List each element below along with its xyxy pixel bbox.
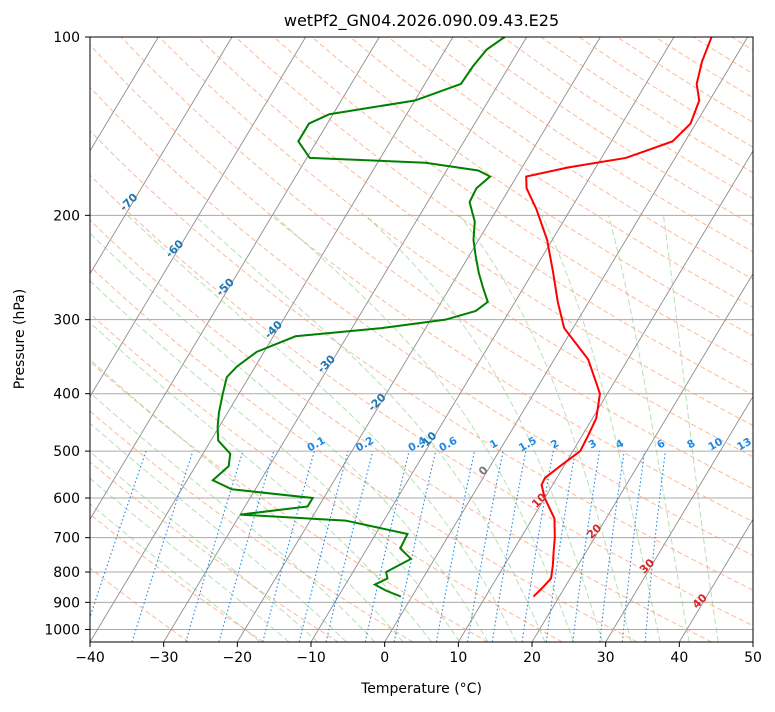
mixing-ratio-line <box>644 451 666 642</box>
y-tick-label: 1000 <box>44 622 80 638</box>
mixing-ratio-line <box>218 450 275 642</box>
mixing-ratio-line <box>599 451 625 642</box>
mixing-ratio-line <box>298 450 349 642</box>
x-tick-label: −20 <box>223 650 253 666</box>
isotherm-line <box>384 37 749 642</box>
mixing-ratio-line <box>325 450 374 642</box>
dry-adiabat-line <box>90 513 264 642</box>
y-tick-label: 700 <box>53 531 80 547</box>
isotherm-line <box>236 37 601 642</box>
y-tick-label: 300 <box>53 313 80 329</box>
mixing-ratio-line <box>131 450 194 642</box>
dry-adiabat-line <box>90 219 712 642</box>
moist-adiabat-line <box>90 392 376 642</box>
dewpoint-profile-line <box>211 37 506 598</box>
mixing-ratio-label: 13 <box>735 436 754 454</box>
y-tick-label: 100 <box>53 30 80 46</box>
moist-adiabat-line <box>90 503 261 642</box>
mixing-ratio-line <box>545 451 576 642</box>
isotherm-line <box>531 272 753 642</box>
dry-adiabat-line <box>90 130 753 591</box>
mixing-ratio-line <box>185 450 244 642</box>
moist-adiabat-line <box>90 321 432 642</box>
plot-frame <box>89 36 754 643</box>
x-tick-label: −40 <box>75 650 105 666</box>
y-tick-label: 800 <box>53 565 80 581</box>
moist-adiabat-line <box>90 280 461 642</box>
x-tick-label: 50 <box>744 650 762 666</box>
moist-adiabat-line <box>365 214 603 642</box>
dry-adiabat-line <box>90 86 753 557</box>
moist-adiabat-line <box>90 232 489 642</box>
moist-adiabat-line <box>90 422 347 642</box>
x-tick-label: 20 <box>523 650 541 666</box>
moist-adiabat-line <box>459 215 632 642</box>
moist-adiabat-line <box>608 215 690 642</box>
mixing-ratio-line <box>364 450 410 642</box>
y-tick-label: 200 <box>53 208 80 224</box>
dry-adiabat-line <box>90 43 753 523</box>
y-tick-label: 600 <box>53 491 80 507</box>
mixing-ratio-line <box>521 451 554 642</box>
x-tick-label: −10 <box>296 650 326 666</box>
moist-adiabat-line <box>541 215 661 642</box>
temperature-profile-line <box>525 37 713 598</box>
y-tick-label: 500 <box>53 444 80 460</box>
x-tick-label: 10 <box>449 650 467 666</box>
x-axis-label: Temperature (°C) <box>360 681 482 697</box>
dry-adiabat-line <box>235 37 753 396</box>
isotherm-line <box>90 37 454 642</box>
mixing-ratio-line <box>621 451 646 642</box>
mixing-ratio-line <box>572 451 601 642</box>
moist-adiabat-line <box>662 215 719 642</box>
moist-adiabat-line <box>193 214 546 642</box>
dry-adiabat-line <box>90 360 488 642</box>
isotherm-line <box>90 37 380 521</box>
y-tick-label: 900 <box>53 595 80 611</box>
moist-adiabat-line <box>90 358 404 642</box>
x-tick-label: 40 <box>670 650 688 666</box>
y-axis-label: Pressure (hPa) <box>12 289 28 389</box>
isotherm-line <box>90 37 307 398</box>
mixing-ratio-line <box>262 450 315 642</box>
isotherm-line <box>605 395 753 642</box>
dry-adiabat-line <box>120 37 753 490</box>
isotherm-line <box>90 37 159 152</box>
x-tick-label: −30 <box>149 650 179 666</box>
moist-adiabat-line <box>90 450 319 642</box>
isotherm-line <box>163 37 528 642</box>
chart-title: wetPf2_GN04.2026.090.09.43.E25 <box>284 11 559 31</box>
isotherm-line <box>457 150 753 642</box>
moist-adiabat-line <box>273 214 575 642</box>
y-tick-label: 400 <box>53 387 80 403</box>
isotherm-line <box>678 518 753 642</box>
dry-adiabat-line <box>273 37 753 366</box>
dry-adiabat-line <box>158 37 753 458</box>
x-tick-label: 30 <box>597 650 615 666</box>
moist-adiabat-line <box>127 214 517 642</box>
isotherm-line <box>90 37 233 275</box>
dry-adiabat-line <box>90 312 563 642</box>
dry-adiabat-line <box>90 461 339 642</box>
dry-adiabat-line <box>311 37 753 337</box>
x-tick-label: 0 <box>380 650 389 666</box>
